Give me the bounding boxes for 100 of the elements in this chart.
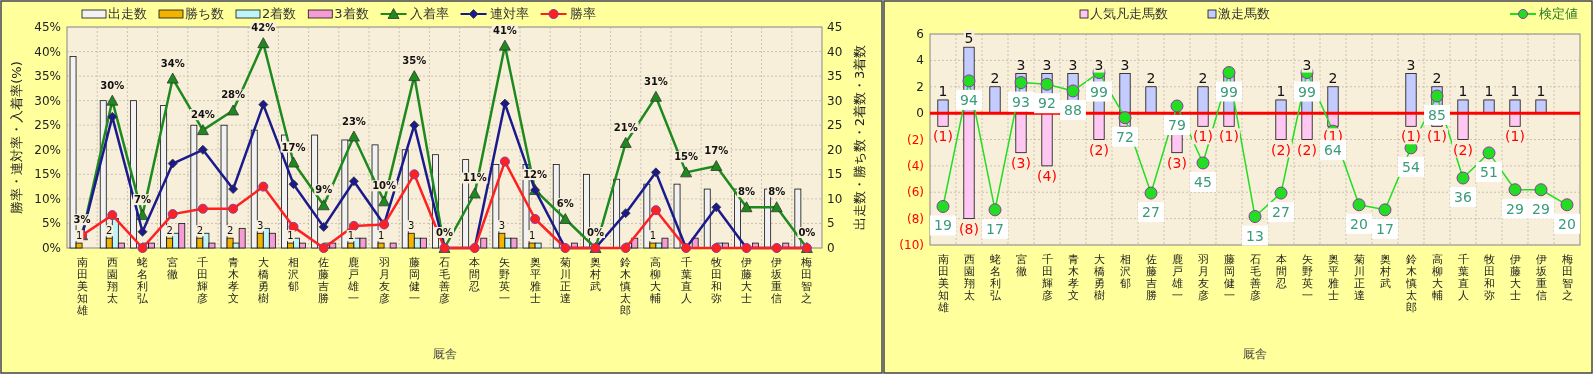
data-label: (1) xyxy=(1505,128,1525,145)
x-axis-title: 厩舎 xyxy=(432,347,457,361)
data-label: 5 xyxy=(964,30,974,47)
x-tick-label: 青木孝文 xyxy=(227,256,239,305)
y2-tick-label: 10 xyxy=(827,191,843,206)
legend-label: 勝ち数 xyxy=(185,6,224,21)
y-tick-label: (2) xyxy=(907,132,924,147)
x-tick-label: 伊藤大士 xyxy=(1509,253,1521,302)
legend-label: 勝率 xyxy=(569,6,596,21)
data-label: 45 xyxy=(1194,173,1212,190)
y2-tick-label: 15 xyxy=(827,167,843,182)
data-label: (1) xyxy=(1401,128,1421,145)
data-label: (2) xyxy=(1271,141,1291,158)
data-label: 94 xyxy=(960,91,978,108)
x-tick-label: 大橋勇樹 xyxy=(257,256,269,305)
data-label: 27 xyxy=(1142,204,1160,221)
x-tick-label: 羽月友彦 xyxy=(1197,253,1209,302)
data-label: 99 xyxy=(1220,83,1238,100)
data-label: 15% xyxy=(674,151,699,163)
data-label: (2) xyxy=(1453,141,1473,158)
data-label: 72 xyxy=(1116,128,1134,145)
data-label: 27 xyxy=(1272,204,1290,221)
x-tick-label: 青木孝文 xyxy=(1067,253,1079,302)
data-label: 1 xyxy=(649,230,657,242)
data-label: 1 xyxy=(1510,82,1520,99)
data-label: 79 xyxy=(1168,117,1186,134)
data-label: 12% xyxy=(523,169,548,181)
y2-tick-label: 30 xyxy=(827,93,843,108)
x-tick-label: 伊坂重信 xyxy=(770,256,783,305)
x-tick-label: 高柳大輔 xyxy=(1431,253,1443,302)
data-label: 19 xyxy=(934,217,952,234)
data-label: 1 xyxy=(1276,82,1286,99)
data-label: 1 xyxy=(938,82,948,99)
data-label: 1 xyxy=(1484,82,1494,99)
x-tick-label: 羽月友彦 xyxy=(378,256,390,305)
y-tick-label: (6) xyxy=(907,185,924,200)
y2-tick-label: 45 xyxy=(827,20,843,34)
y-tick-label: 40% xyxy=(34,44,61,59)
data-label: 3 xyxy=(1094,56,1104,73)
data-label: (8) xyxy=(959,220,979,237)
data-label: 1 xyxy=(347,230,355,242)
x-tick-label: 藤岡健一 xyxy=(1223,253,1235,302)
x-tick-label: 相沢郁 xyxy=(1119,253,1131,290)
data-label: 54 xyxy=(1402,158,1420,175)
legend-label: 入着率 xyxy=(409,6,449,21)
data-label: 17% xyxy=(281,141,306,153)
data-label: 11% xyxy=(462,172,487,184)
x-tick-label: 梅田智之 xyxy=(800,256,813,305)
x-tick-label: 菊川正達 xyxy=(559,256,571,305)
y2-tick-label: 5 xyxy=(827,216,835,231)
data-label: 8% xyxy=(738,186,755,198)
data-label: 3 xyxy=(1120,56,1130,73)
data-label: (1) xyxy=(1427,128,1447,145)
legend-label: 激走馬数 xyxy=(1218,6,1270,21)
data-label: 7% xyxy=(134,194,151,206)
x-tick-label: 蛯名利弘 xyxy=(137,256,149,305)
data-label: 2 xyxy=(1432,69,1442,86)
x-tick-label: 鹿戸雄一 xyxy=(1170,253,1183,302)
data-label: 2 xyxy=(1198,69,1208,86)
data-label: 0% xyxy=(587,227,604,238)
data-label: 17% xyxy=(704,144,729,156)
data-label: (1) xyxy=(1193,128,1213,145)
data-label: 3% xyxy=(73,214,91,226)
x-tick-label: 高柳大輔 xyxy=(650,256,662,305)
x-tick-label: 鹿戸雄一 xyxy=(347,256,360,305)
x-tick-label: 牧田和弥 xyxy=(1483,253,1495,302)
data-label: 3 xyxy=(1016,56,1026,73)
data-label: (2) xyxy=(1297,141,1317,158)
y-tick-label: 20% xyxy=(34,142,61,157)
data-label: 2 xyxy=(1146,69,1156,86)
x-tick-label: 蛯名利弘 xyxy=(989,253,1002,302)
x-tick-label: 伊坂重信 xyxy=(1534,253,1547,302)
data-label: 2 xyxy=(1328,69,1338,86)
x-tick-label: 本間忍 xyxy=(1274,253,1287,290)
y-tick-label: (4) xyxy=(907,158,924,173)
x-tick-label: 千田輝彦 xyxy=(197,256,209,305)
data-label: 3 xyxy=(1406,56,1416,73)
x-tick-label: 西園翔太 xyxy=(106,256,118,305)
data-label: 21% xyxy=(613,121,638,133)
x-tick-label: 本間忍 xyxy=(468,256,481,293)
data-label: 28% xyxy=(221,89,246,101)
data-label: 23% xyxy=(341,115,366,127)
y-tick-label: 6 xyxy=(916,27,924,41)
data-label: (4) xyxy=(1037,167,1057,184)
data-label: 13 xyxy=(1246,227,1264,244)
y2-tick-label: 25 xyxy=(827,118,843,133)
data-label: 92 xyxy=(1038,95,1056,112)
y-tick-label: (10) xyxy=(899,238,924,252)
data-label: 1 xyxy=(1458,82,1468,99)
data-label: 1 xyxy=(287,230,294,242)
data-label: 20 xyxy=(1350,215,1368,232)
x-tick-label: 奥平雅士 xyxy=(529,256,541,305)
legend-label: 出走数 xyxy=(108,6,147,21)
x-tick-label: 南田美知雄 xyxy=(75,256,88,317)
data-label: 88 xyxy=(1064,101,1082,118)
legend-label: 検定値 xyxy=(1539,6,1578,21)
data-label: 42% xyxy=(251,22,276,34)
data-label: 3 xyxy=(1302,56,1312,73)
data-label: 34% xyxy=(160,57,185,69)
y-tick-label: 35% xyxy=(34,69,61,84)
